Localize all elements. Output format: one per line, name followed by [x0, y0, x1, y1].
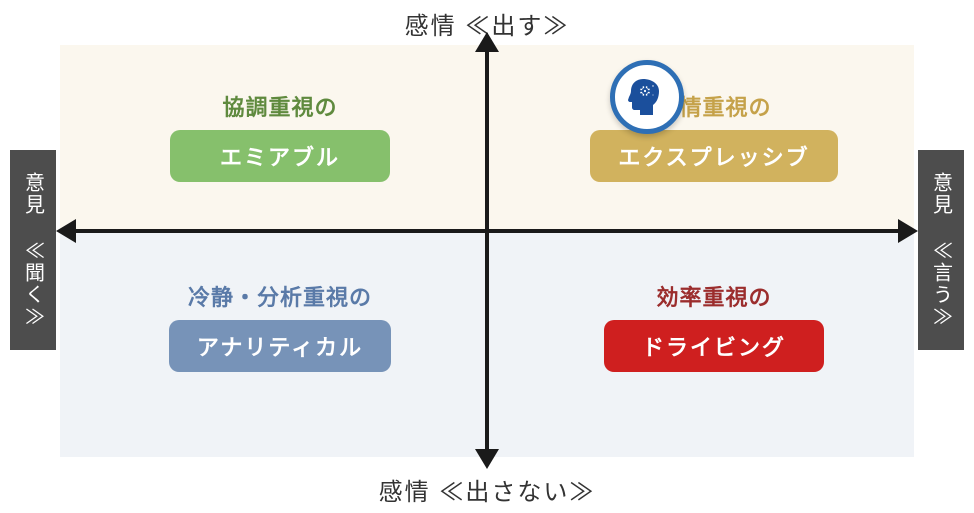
analytical-pill: アナリティカル: [169, 320, 391, 372]
axis-right-label: 意見 ≪言う≫: [927, 172, 956, 328]
amiable-pill: エミアブル: [170, 130, 390, 182]
quadrant-bottom-right: 効率重視の ドライビング: [564, 280, 864, 372]
quadrant-top-left: 協調重視の エミアブル: [130, 90, 430, 182]
driving-pill: ドライビング: [604, 320, 824, 372]
axis-left-box: 意見 ≪聞く≫: [10, 150, 56, 350]
axis-left-label: 意見 ≪聞く≫: [19, 172, 48, 328]
amiable-desc: 協調重視の: [222, 90, 337, 122]
quadrant-top-right: 感情重視の エクスプレッシブ: [564, 90, 864, 182]
vertical-axis-arrow: [485, 48, 489, 453]
analytical-desc: 冷静・分析重視の: [188, 280, 372, 312]
driving-desc: 効率重視の: [656, 280, 771, 312]
social-style-quadrant: 感情 ≪出す≫ 感情 ≪出さない≫ 協調重視の エミアブル 感情重視の エクスプ…: [60, 0, 914, 513]
quadrant-bottom-left: 冷静・分析重視の アナリティカル: [130, 280, 430, 372]
axis-right-box: 意見 ≪言う≫: [918, 150, 964, 350]
head-gears-icon: [610, 60, 684, 134]
axis-bottom-label: 感情 ≪出さない≫: [60, 472, 914, 507]
expressive-pill: エクスプレッシブ: [590, 130, 837, 182]
